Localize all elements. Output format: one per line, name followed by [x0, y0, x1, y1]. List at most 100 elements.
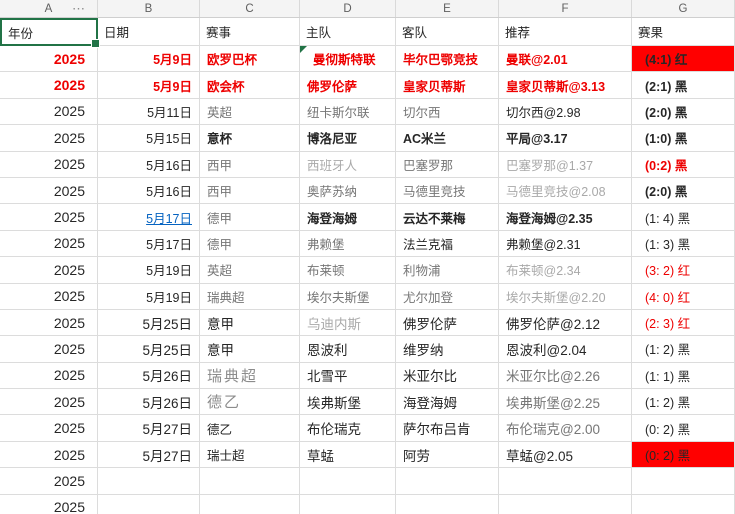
cell-E12[interactable]: 佛罗伦萨 — [396, 309, 499, 337]
cell-G6[interactable]: (0:2) 黑 — [632, 151, 735, 178]
cell-G2[interactable]: (4:1) 红 — [632, 46, 735, 73]
column-header-F[interactable]: F — [499, 0, 632, 17]
cell-F5[interactable]: 平局@3.17 — [499, 125, 632, 152]
cell-F15[interactable]: 埃弗斯堡@2.25 — [499, 389, 632, 416]
column-header-B[interactable]: B — [98, 0, 200, 17]
cell-F10[interactable]: 布莱顿@2.34 — [499, 257, 632, 284]
cell-C4[interactable]: 英超 — [200, 98, 300, 126]
cell-F9[interactable]: 弗赖堡@2.31 — [499, 230, 632, 258]
cell-D5[interactable]: 博洛尼亚 — [300, 125, 396, 152]
cell-E11[interactable]: 尤尔加登 — [396, 283, 499, 310]
cell-F13[interactable]: 恩波利@2.04 — [499, 336, 632, 363]
cell-F14[interactable]: 米亚尔比@2.26 — [499, 362, 632, 390]
cell-D6[interactable]: 西班牙人 — [300, 151, 396, 178]
cell-F16[interactable]: 布伦瑞克@2.00 — [499, 415, 632, 442]
cell-B10[interactable]: 5月19日 — [98, 257, 200, 284]
cell-G16[interactable]: (0: 2) 黑 — [632, 415, 735, 442]
cell-B19[interactable] — [98, 494, 200, 514]
cell-F12[interactable]: 佛罗伦萨@2.12 — [499, 309, 632, 337]
cell-E17[interactable]: 阿劳 — [396, 441, 499, 469]
cell-E19[interactable] — [396, 494, 499, 514]
cell-F11[interactable]: 埃尔夫斯堡@2.20 — [499, 283, 632, 310]
cell-F18[interactable] — [499, 468, 632, 495]
cell-D3[interactable]: 佛罗伦萨 — [300, 72, 396, 99]
cell-F2[interactable]: 曼联@2.01 — [499, 46, 632, 73]
cell-B16[interactable]: 5月27日 — [98, 415, 200, 442]
cell-G8[interactable]: (1: 4) 黑 — [632, 204, 735, 231]
cell-A14[interactable]: 2025 — [0, 362, 98, 390]
cell-E18[interactable] — [396, 468, 499, 495]
cell-A13[interactable]: 2025 — [0, 336, 98, 363]
cell-B6[interactable]: 5月16日 — [98, 151, 200, 178]
cell-B8[interactable]: 5月17日 — [98, 204, 200, 231]
cell-C19[interactable] — [200, 494, 300, 514]
cell-C12[interactable]: 意甲 — [200, 309, 300, 337]
cell-D12[interactable]: 乌迪内斯 — [300, 309, 396, 337]
cell-E13[interactable]: 维罗纳 — [396, 336, 499, 363]
cell-C10[interactable]: 英超 — [200, 257, 300, 284]
cell-D2[interactable]: 曼彻斯特联 — [300, 46, 396, 73]
cell-A7[interactable]: 2025 — [0, 177, 98, 205]
cell-B1[interactable]: 日期 — [98, 18, 200, 46]
cell-E14[interactable]: 米亚尔比 — [396, 362, 499, 390]
cell-A6[interactable]: 2025 — [0, 151, 98, 178]
cell-C1[interactable]: 赛事 — [200, 18, 300, 46]
cell-G19[interactable] — [632, 494, 735, 514]
cell-E7[interactable]: 马德里竞技 — [396, 177, 499, 205]
cell-C11[interactable]: 瑞典超 — [200, 283, 300, 310]
cell-B3[interactable]: 5月9日 — [98, 72, 200, 99]
cell-B14[interactable]: 5月26日 — [98, 362, 200, 390]
selection-fill-handle[interactable] — [91, 39, 100, 48]
cell-B5[interactable]: 5月15日 — [98, 125, 200, 152]
cell-B9[interactable]: 5月17日 — [98, 230, 200, 258]
cell-A11[interactable]: 2025 — [0, 283, 98, 310]
cell-E4[interactable]: 切尔西 — [396, 98, 499, 126]
cell-B11[interactable]: 5月19日 — [98, 283, 200, 310]
cell-G12[interactable]: (2: 3) 红 — [632, 309, 735, 337]
cell-C14[interactable]: 瑞典超 — [200, 362, 300, 390]
column-header-E[interactable]: E — [396, 0, 499, 17]
cell-D9[interactable]: 弗赖堡 — [300, 230, 396, 258]
cell-F6[interactable]: 巴塞罗那@1.37 — [499, 151, 632, 178]
column-header-A[interactable]: A — [0, 0, 98, 17]
cell-A15[interactable]: 2025 — [0, 389, 98, 416]
cell-A5[interactable]: 2025 — [0, 125, 98, 152]
cell-D1[interactable]: 主队 — [300, 18, 396, 46]
cell-B7[interactable]: 5月16日 — [98, 177, 200, 205]
cell-A3[interactable]: 2025 — [0, 72, 98, 99]
cell-B13[interactable]: 5月25日 — [98, 336, 200, 363]
cell-A19[interactable]: 2025 — [0, 494, 98, 514]
cell-C5[interactable]: 意杯 — [200, 125, 300, 152]
cell-E8[interactable]: 云达不莱梅 — [396, 204, 499, 231]
cell-G14[interactable]: (1: 1) 黑 — [632, 362, 735, 390]
cell-G13[interactable]: (1: 2) 黑 — [632, 336, 735, 363]
cell-E3[interactable]: 皇家贝蒂斯 — [396, 72, 499, 99]
cell-G4[interactable]: (2:0) 黑 — [632, 98, 735, 126]
cell-D4[interactable]: 纽卡斯尔联 — [300, 98, 396, 126]
cell-C15[interactable]: 德乙 — [200, 389, 300, 416]
cell-E5[interactable]: AC米兰 — [396, 125, 499, 152]
cell-D7[interactable]: 奥萨苏纳 — [300, 177, 396, 205]
cell-C8[interactable]: 德甲 — [200, 204, 300, 231]
cell-C2[interactable]: 欧罗巴杯 — [200, 46, 300, 73]
cell-D10[interactable]: 布莱顿 — [300, 257, 396, 284]
cell-G15[interactable]: (1: 2) 黑 — [632, 389, 735, 416]
cell-C16[interactable]: 德乙 — [200, 415, 300, 442]
cell-G17[interactable]: (0: 2) 黑 — [632, 441, 735, 469]
cell-G9[interactable]: (1: 3) 黑 — [632, 230, 735, 258]
cell-G7[interactable]: (2:0) 黑 — [632, 177, 735, 205]
cell-G18[interactable] — [632, 468, 735, 495]
cell-F1[interactable]: 推荐 — [499, 18, 632, 46]
cell-C18[interactable] — [200, 468, 300, 495]
cell-G11[interactable]: (4: 0) 红 — [632, 283, 735, 310]
cell-D13[interactable]: 恩波利 — [300, 336, 396, 363]
column-header-D[interactable]: D — [300, 0, 396, 17]
cell-F3[interactable]: 皇家贝蒂斯@3.13 — [499, 72, 632, 99]
cell-A1[interactable]: 年份 — [0, 18, 100, 48]
cell-D17[interactable]: 草蜢 — [300, 441, 396, 469]
cell-A17[interactable]: 2025 — [0, 441, 98, 469]
cell-A9[interactable]: 2025 — [0, 230, 98, 258]
cell-E15[interactable]: 海登海姆 — [396, 389, 499, 416]
cell-B15[interactable]: 5月26日 — [98, 389, 200, 416]
cell-D19[interactable] — [300, 494, 396, 514]
